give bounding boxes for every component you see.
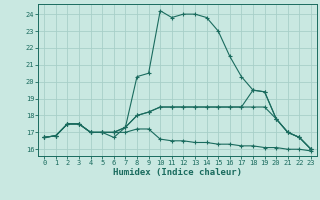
X-axis label: Humidex (Indice chaleur): Humidex (Indice chaleur) (113, 168, 242, 177)
